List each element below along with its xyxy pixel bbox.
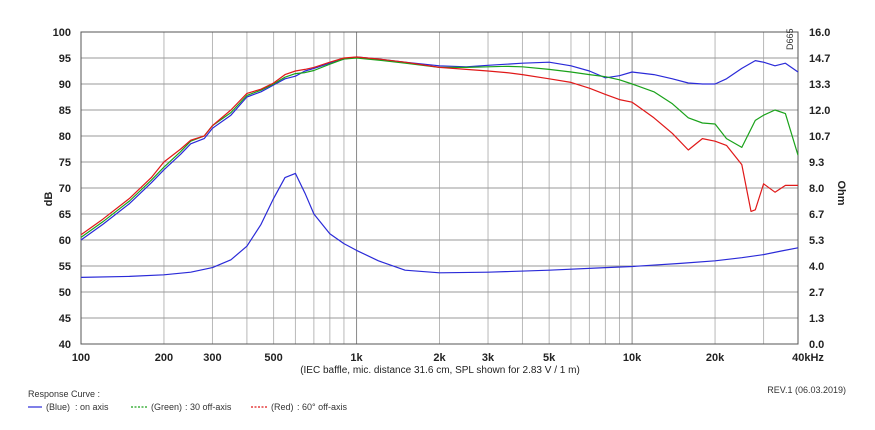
y-tick-label: 95 [59, 53, 71, 65]
revision-label: REV.1 (06.03.2019) [767, 385, 846, 395]
x-tick-label: 2k [433, 352, 446, 364]
y-tick-label: 90 [59, 79, 71, 91]
y2-tick-label: 13.3 [809, 79, 830, 91]
y-tick-label: 45 [59, 313, 71, 325]
y-tick-label: 100 [53, 27, 71, 39]
y-tick-label: 75 [59, 157, 71, 169]
plot-frame [80, 31, 799, 345]
watermark: D665 [785, 28, 795, 50]
y2-tick-label: 0.0 [809, 339, 824, 351]
x-tick-label: 5k [543, 352, 556, 364]
y2-tick-label: 1.3 [809, 313, 824, 325]
y2-tick-label: 4.0 [809, 261, 824, 273]
series-line-3 [80, 172, 799, 278]
legend-label-green: : 30 off-axis [185, 402, 232, 412]
y-tick-label: 80 [59, 131, 71, 143]
right-tick-labels: 16.0 14.7 13.3 12.0 10.7 9.3 8.0 6.7 5.3 4.0 2.7 1.… [809, 27, 830, 351]
y2-tick-label: 10.7 [809, 131, 830, 143]
y-tick-label: 60 [59, 235, 71, 247]
legend-color-red: (Red) [271, 402, 294, 412]
series-line-2 [80, 56, 798, 236]
x-tick-label: 40kHz [792, 352, 824, 364]
y2-tick-label: 16.0 [809, 27, 830, 39]
series-layer [80, 56, 799, 278]
legend-label-red: : 60° off-axis [297, 402, 347, 412]
y-tick-label: 70 [59, 183, 71, 195]
series-line-0 [80, 56, 799, 241]
y-tick-label: 55 [59, 261, 71, 273]
legend-color-green: (Green) [151, 402, 182, 412]
y-axis-title: dB [43, 192, 55, 207]
legend-color-blue: (Blue) [46, 402, 70, 412]
x-tick-label: 10k [623, 352, 642, 364]
x-tick-label: 500 [264, 352, 282, 364]
x-axis-caption: (IEC baffle, mic. distance 31.6 cm, SPL … [300, 365, 580, 376]
y-tick-label: 65 [59, 209, 71, 221]
y2-axis-title: Ohm [835, 180, 847, 205]
y-tick-label: 50 [59, 287, 71, 299]
y2-tick-label: 6.7 [809, 209, 824, 221]
legend-title: Response Curve : [28, 389, 100, 399]
x-tick-label: 100 [72, 352, 90, 364]
legend-entry-green: (Green) : 30 off-axis [131, 402, 232, 412]
left-tick-labels: 100 95 90 85 80 75 70 65 60 55 50 45 40 [53, 27, 71, 351]
y-tick-label: 40 [59, 339, 71, 351]
legend-entry-red: (Red) : 60° off-axis [251, 402, 347, 412]
legend-entry-blue: (Blue) : on axis [28, 402, 109, 412]
x-tick-label: 20k [706, 352, 725, 364]
x-tick-label: 300 [203, 352, 221, 364]
y2-tick-label: 2.7 [809, 287, 824, 299]
x-tick-label: 200 [155, 352, 173, 364]
y2-tick-label: 14.7 [809, 53, 830, 65]
y-tick-label: 85 [59, 105, 71, 117]
y2-tick-label: 12.0 [809, 105, 830, 117]
y2-tick-label: 5.3 [809, 235, 824, 247]
y2-tick-label: 8.0 [809, 183, 824, 195]
x-tick-label: 3k [482, 352, 495, 364]
y2-tick-label: 9.3 [809, 157, 824, 169]
x-tick-label: 1k [350, 352, 363, 364]
bottom-tick-labels: 100 200 300 500 1k 2k 3k 5k 10k 20k 40kHz [72, 352, 825, 364]
legend-label-blue: : on axis [75, 402, 109, 412]
